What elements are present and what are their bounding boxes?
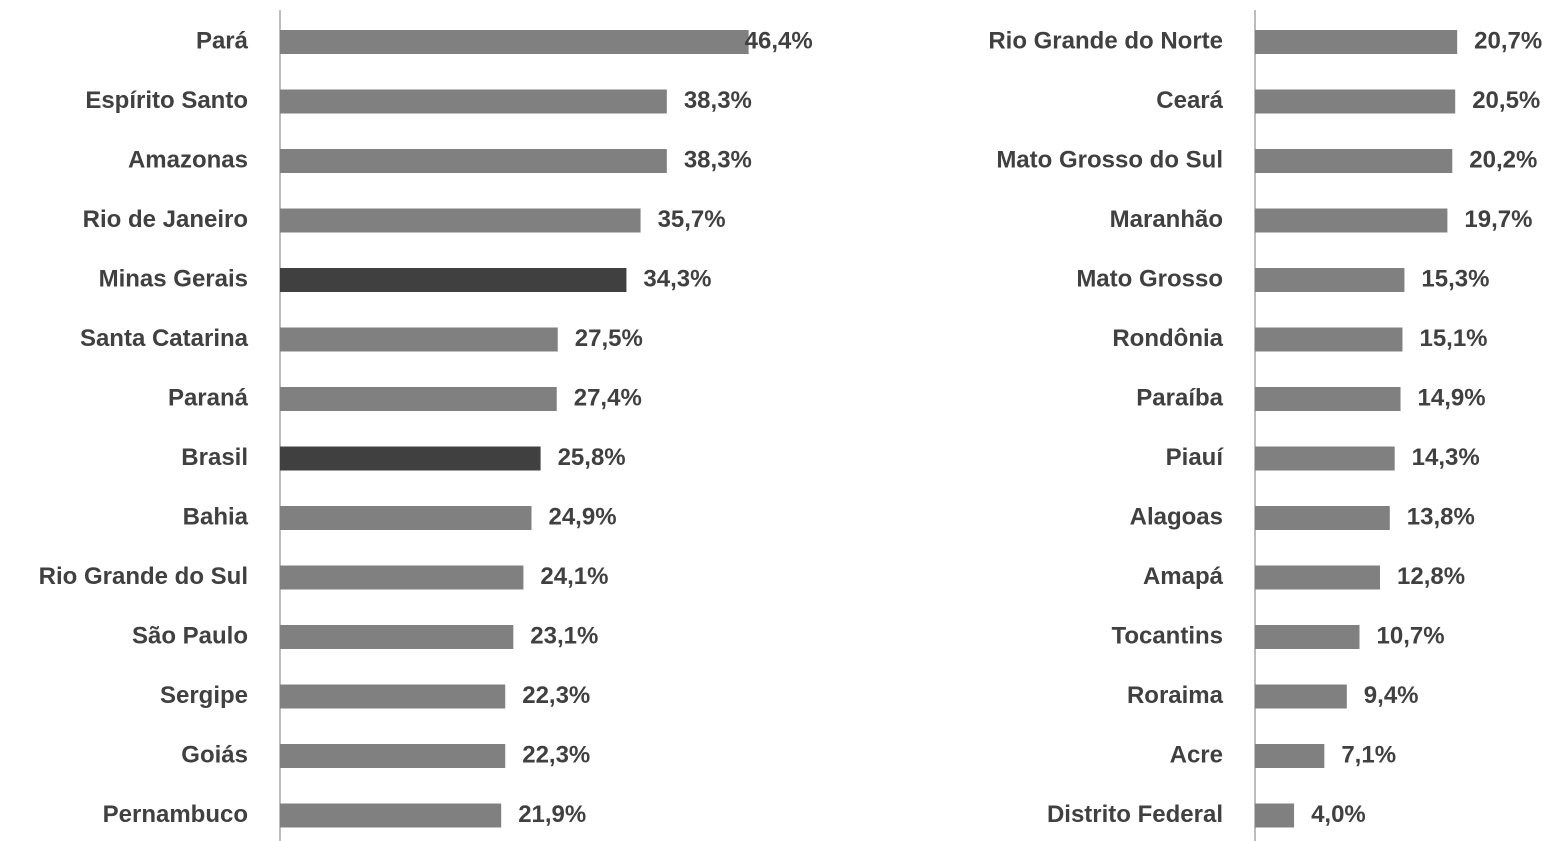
value-label: 10,7% (1377, 622, 1445, 649)
category-label: Mato Grosso (1076, 265, 1223, 292)
value-label: 19,7% (1464, 206, 1532, 233)
bar (1255, 208, 1448, 233)
category-label: Tocantins (1111, 622, 1223, 649)
bar (280, 565, 524, 590)
bar (1255, 625, 1360, 649)
category-label: Pará (196, 27, 249, 54)
value-label: 20,2% (1469, 146, 1537, 173)
category-label: Rio Grande do Sul (39, 563, 248, 590)
bar (1255, 327, 1403, 352)
bar (280, 268, 627, 292)
category-label: Amapá (1143, 563, 1224, 590)
category-label: Acre (1170, 741, 1223, 768)
category-label: Goiás (181, 741, 248, 768)
value-label: 34,3% (643, 265, 711, 292)
bar (280, 89, 667, 114)
bar (1255, 30, 1458, 54)
category-label: Minas Gerais (99, 265, 248, 292)
bar (1255, 803, 1295, 828)
bar (280, 506, 532, 530)
category-label: Brasil (181, 444, 248, 471)
bar (280, 30, 749, 54)
bar (1255, 89, 1456, 114)
value-label: 22,3% (522, 682, 590, 709)
category-label: Rondônia (1112, 325, 1223, 352)
bar (280, 684, 506, 709)
category-label: Rio Grande do Norte (988, 27, 1223, 54)
category-label: Pernambuco (103, 801, 248, 828)
category-label: Piauí (1166, 444, 1225, 471)
value-label: 14,9% (1418, 384, 1486, 411)
value-label: 24,9% (548, 503, 616, 530)
category-label: Paraná (168, 384, 249, 411)
value-label: 27,5% (575, 325, 643, 352)
value-label: 14,3% (1412, 444, 1480, 471)
value-label: 9,4% (1364, 682, 1419, 709)
bar (1255, 387, 1401, 411)
bar (280, 208, 641, 233)
value-label: 24,1% (540, 563, 608, 590)
value-label: 38,3% (684, 87, 752, 114)
category-label: Ceará (1156, 87, 1223, 114)
category-label: Mato Grosso do Sul (996, 146, 1223, 173)
category-label: Santa Catarina (80, 325, 249, 352)
category-label: Paraíba (1136, 384, 1223, 411)
value-label: 23,1% (530, 622, 598, 649)
value-label: 38,3% (684, 146, 752, 173)
value-label: 22,3% (522, 741, 590, 768)
bar (280, 149, 667, 173)
value-label: 20,7% (1474, 27, 1542, 54)
value-label: 15,1% (1419, 325, 1487, 352)
bar (280, 625, 514, 649)
bar (280, 327, 558, 352)
bar (280, 803, 502, 828)
value-label: 20,5% (1472, 87, 1540, 114)
category-label: Amazonas (128, 146, 248, 173)
bar (280, 387, 557, 411)
bar (280, 744, 506, 768)
category-label: Distrito Federal (1047, 801, 1223, 828)
value-label: 27,4% (574, 384, 642, 411)
value-label: 4,0% (1311, 801, 1366, 828)
value-label: 15,3% (1421, 265, 1489, 292)
bar (1255, 565, 1381, 590)
bar (1255, 149, 1453, 173)
category-label: Bahia (183, 503, 249, 530)
value-label: 12,8% (1397, 563, 1465, 590)
category-label: Roraima (1127, 682, 1224, 709)
bar (1255, 684, 1347, 709)
bar (1255, 506, 1390, 530)
value-label: 21,9% (518, 801, 586, 828)
bar (1255, 446, 1395, 471)
category-label: Maranhão (1110, 206, 1223, 233)
value-label: 46,4% (745, 27, 813, 54)
category-label: Sergipe (160, 682, 248, 709)
value-label: 7,1% (1341, 741, 1396, 768)
value-label: 25,8% (558, 444, 626, 471)
bar (1255, 744, 1325, 768)
value-label: 13,8% (1407, 503, 1475, 530)
bar (1255, 268, 1405, 292)
category-label: São Paulo (132, 622, 248, 649)
bar (280, 446, 541, 471)
category-label: Espírito Santo (85, 87, 248, 114)
category-label: Rio de Janeiro (83, 206, 248, 233)
category-label: Alagoas (1130, 503, 1223, 530)
value-label: 35,7% (658, 206, 726, 233)
